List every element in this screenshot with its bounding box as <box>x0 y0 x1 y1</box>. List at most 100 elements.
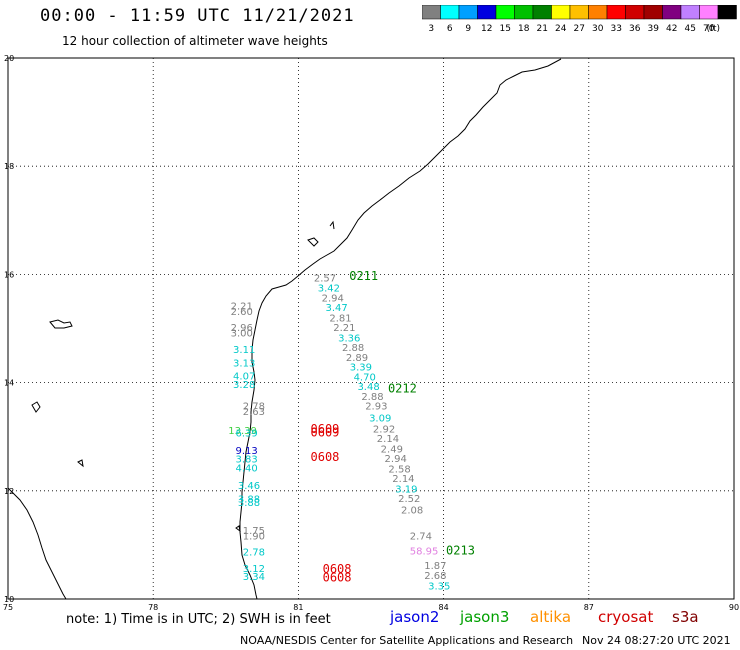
wave-height-label: 3.00 <box>231 329 253 340</box>
legend-label: 39 <box>648 24 660 34</box>
wave-height-label: 2.08 <box>401 506 423 517</box>
wave-height-label: 2.96 <box>231 323 253 334</box>
lat-tick-label: 18 <box>4 162 14 171</box>
wave-height-label: 3.48 <box>357 382 379 393</box>
coastline <box>7 58 562 600</box>
legend-scale: 3 6 9 12 15 18 21 24 27 30 33 36 39 42 45 70(ft) <box>421 4 737 34</box>
wave-height-label: 2.92 <box>373 424 395 435</box>
bay-inlet <box>307 237 319 247</box>
legend-label: 27 <box>574 24 585 34</box>
pass-time-label: 0608 <box>323 571 352 585</box>
wave-height-label: 9.13 <box>235 446 257 457</box>
wave-height-label: 2.81 <box>329 313 351 324</box>
wave-height-label: 3.19 <box>395 484 417 495</box>
wave-height-label: 3.09 <box>369 414 391 425</box>
footer-note: note: 1) Time is in UTC; 2) SWH is in fe… <box>66 612 331 627</box>
wave-height-label: 2.94 <box>322 293 344 304</box>
wave-height-label: 2.89 <box>346 353 368 364</box>
legend-label: 15 <box>500 24 511 34</box>
wave-height-label: 2.14 <box>377 434 399 445</box>
legend-swatch <box>717 4 737 20</box>
footer-date: Nov 24 08:27:20 UTC 2021 <box>582 634 731 647</box>
legend-label: 21 <box>537 24 548 34</box>
legend-label: 24 <box>555 24 567 34</box>
wave-height-label: 3.13 <box>233 358 255 369</box>
wave-height-label: 2.49 <box>381 444 403 455</box>
wave-height-label: 3.88 <box>238 495 260 506</box>
wave-height-label: 3.88 <box>238 498 260 509</box>
legend-label: 9 <box>465 24 471 34</box>
lat-tick-label: 16 <box>4 270 14 279</box>
pass-time-label: 0609 <box>311 422 340 436</box>
legend-label: 42 <box>666 24 677 34</box>
wave-height-label: 3.12 <box>243 564 265 575</box>
wave-height-label: 13.39 <box>228 426 257 437</box>
lon-tick-label: 75 <box>3 603 13 612</box>
legend-label: 12 <box>481 24 492 34</box>
delta-mark <box>329 220 335 230</box>
wave-height-label: 3.35 <box>428 581 450 592</box>
pass-time-label: 0211 <box>349 269 378 283</box>
coastline-sri-lanka-hint <box>7 487 67 600</box>
pass-time-label: 0212 <box>388 381 417 395</box>
satellite-jason2: jason2 <box>390 608 440 626</box>
lon-tick-label: 81 <box>293 603 303 612</box>
wave-height-label: 1.75 <box>243 526 265 537</box>
satellite-jason3: jason3 <box>460 608 510 626</box>
wave-height-label: 2.57 <box>314 273 336 284</box>
wave-height-label: 2.78 <box>243 402 265 413</box>
legend-label: 18 <box>518 24 530 34</box>
island-3 <box>77 459 84 468</box>
satellite-cryosat: cryosat <box>598 608 654 626</box>
wave-height-label: 2.63 <box>243 407 265 418</box>
wave-height-label: 1.90 <box>243 531 265 542</box>
wave-height-label: 3.28 <box>233 380 255 391</box>
wave-height-label: 4.40 <box>235 463 257 474</box>
legend-unit: (ft) <box>706 24 720 34</box>
island-2 <box>31 401 41 413</box>
map-frame <box>7 57 735 600</box>
wave-height-label: 2.78 <box>243 548 265 559</box>
lon-tick-label: 78 <box>148 603 158 612</box>
wave-height-label: 2.21 <box>333 323 355 334</box>
lon-tick-label: 90 <box>729 603 739 612</box>
wave-height-label: 1.87 <box>424 561 446 572</box>
wave-height-label: 3.83 <box>235 455 257 466</box>
legend-label: 70 <box>703 24 715 34</box>
legend-label: 45 <box>685 24 696 34</box>
lat-tick-label: 20 <box>4 54 14 63</box>
legend-label: 33 <box>611 24 622 34</box>
pass-time-label: 0608 <box>311 450 340 464</box>
legend-label: 30 <box>592 24 604 34</box>
wave-height-label: 6.39 <box>235 429 257 440</box>
island-1 <box>49 319 73 329</box>
lat-tick-label: 12 <box>4 487 14 496</box>
island-4 <box>235 525 241 533</box>
wave-height-label: 2.94 <box>385 454 407 465</box>
color-legend: 3 6 9 12 15 18 21 24 27 30 33 36 39 42 45 70 (ft) <box>421 4 740 41</box>
chart-title: 00:00 - 11:59 UTC 11/21/2021 <box>40 6 355 26</box>
wave-height-label: 2.14 <box>392 474 414 485</box>
wave-height-label: 2.88 <box>361 392 383 403</box>
coastline-east-india <box>239 58 562 600</box>
wave-height-label: 3.36 <box>338 333 360 344</box>
wave-height-label: 2.74 <box>410 531 432 542</box>
legend-label: 6 <box>447 24 453 34</box>
satellite-s3a: s3a <box>672 608 699 626</box>
pass-time-label: 0608 <box>323 562 352 576</box>
satellite-altika: altika <box>530 608 572 626</box>
wave-height-label: 2.88 <box>342 343 364 354</box>
wave-height-label: 2.60 <box>231 307 253 318</box>
legend-label: 36 <box>629 24 641 34</box>
wave-height-label: 4.70 <box>354 372 376 383</box>
wave-height-label: 2.21 <box>231 302 253 313</box>
wave-height-label: 3.47 <box>326 303 348 314</box>
lon-tick-label: 87 <box>584 603 594 612</box>
wave-height-label: 3.42 <box>318 284 340 295</box>
pass-time-label: 0213 <box>446 544 475 558</box>
wave-height-label: 2.93 <box>365 402 387 413</box>
wave-height-label: 4.07 <box>233 371 255 382</box>
